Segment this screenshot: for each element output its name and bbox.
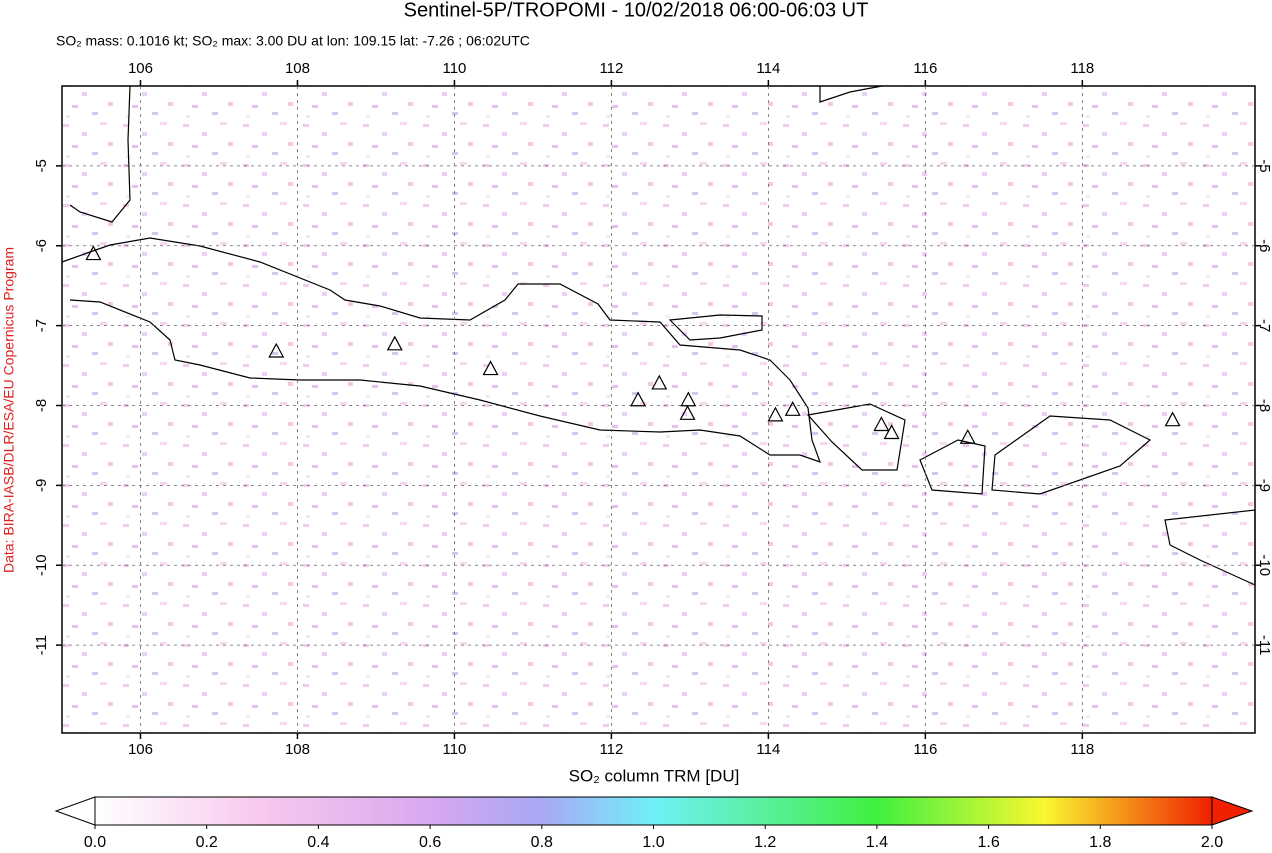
volcano-marker — [482, 360, 499, 376]
colorbar-label: SO₂ column TRM [DU] — [569, 766, 740, 785]
x-tick-label: 118 — [1070, 741, 1094, 758]
y-tick-label: -11 — [1256, 635, 1272, 656]
volcano-marker — [784, 401, 801, 416]
colorbar-tick-label: 0.0 — [84, 834, 106, 851]
volcano-marker — [268, 342, 285, 358]
y-tick-label: -8 — [1256, 399, 1272, 412]
x-tick-label: 112 — [599, 60, 623, 77]
volcano-marker — [679, 405, 696, 420]
x-tick-label: 110 — [442, 741, 466, 758]
y-tick-label: -10 — [33, 554, 50, 576]
y-tick-label: -6 — [33, 239, 50, 252]
subtitle: SO₂ mass: 0.1016 kt; SO₂ max: 3.00 DU at… — [56, 33, 530, 49]
x-tick-label: 110 — [442, 60, 466, 77]
volcano-marker — [1164, 411, 1181, 427]
colorbar-tick-label: 0.6 — [419, 834, 441, 851]
y-tick-label: -11 — [33, 635, 50, 656]
x-tick-label: 118 — [1070, 60, 1094, 77]
volcano-marker — [85, 245, 102, 261]
volcano-marker — [651, 374, 668, 390]
x-tick-label: 114 — [756, 60, 780, 77]
colorbar-over-arrow — [1211, 796, 1254, 826]
y-tick-label: -7 — [1256, 319, 1272, 332]
y-tick-label: -8 — [33, 399, 50, 412]
title: Sentinel-5P/TROPOMI - 10/02/2018 06:00-0… — [404, 0, 869, 21]
y-tick-label: -9 — [1256, 479, 1272, 492]
x-tick-label: 106 — [128, 741, 153, 758]
volcano-marker — [873, 416, 890, 432]
x-tick-label: 106 — [128, 60, 153, 77]
volcano-marker — [630, 391, 647, 407]
x-tick-label: 108 — [285, 741, 310, 758]
y-tick-label: -5 — [1256, 159, 1272, 172]
colorbar-tick-label: 1.8 — [1089, 834, 1111, 851]
colorbar-tick-label: 1.2 — [754, 834, 776, 851]
coastlines — [61, 85, 1256, 586]
colorbar-tick-label: 0.8 — [531, 834, 553, 851]
y-tick-label: -7 — [33, 319, 50, 332]
map-frame — [61, 85, 1256, 734]
y-tick-label: -6 — [1256, 239, 1272, 252]
colorbar-tick-label: 1.4 — [866, 834, 888, 851]
colorbar-tick-label: 2.0 — [1201, 834, 1223, 851]
y-tick-label: -10 — [1256, 554, 1272, 576]
volcano-marker — [386, 335, 403, 351]
volcano-marker — [883, 424, 900, 440]
y-tick-label: -9 — [33, 479, 50, 492]
volcano-marker — [680, 391, 697, 407]
volcano-marker — [959, 428, 976, 444]
colorbar-tick-label: 1.0 — [642, 834, 664, 851]
credit: Data: BIRA-IASB/DLR/ESA/EU Copernicus Pr… — [1, 247, 17, 573]
colorbar-under-arrow — [54, 796, 96, 826]
colorbar-tick-label: 0.4 — [307, 834, 329, 851]
x-tick-label: 112 — [599, 741, 623, 758]
colorbar — [94, 796, 1213, 826]
colorbar-tick-label: 1.6 — [977, 834, 999, 851]
colorbar-tick-label: 0.2 — [196, 834, 218, 851]
x-tick-label: 114 — [756, 741, 780, 758]
y-tick-label: -5 — [33, 159, 50, 172]
map-background — [62, 86, 1255, 733]
x-tick-label: 116 — [913, 60, 937, 77]
volcano-marker — [767, 406, 784, 422]
x-tick-label: 108 — [285, 60, 310, 77]
x-tick-label: 116 — [913, 741, 937, 758]
